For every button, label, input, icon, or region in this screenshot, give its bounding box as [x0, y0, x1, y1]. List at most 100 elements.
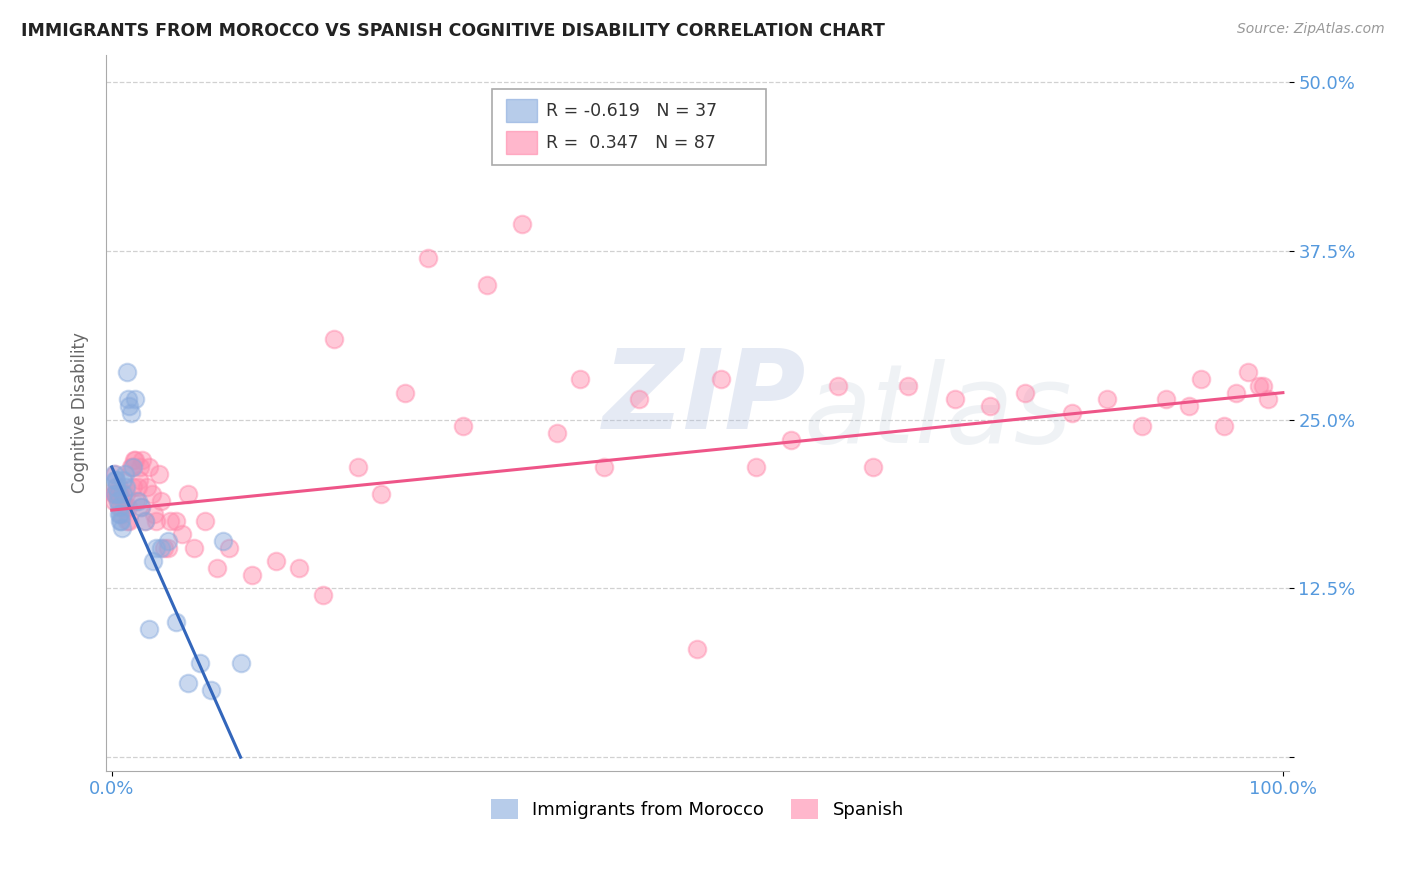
Point: [134, 514, 156, 528]
Point: [1154, 392, 1177, 407]
Text: R = -0.619   N = 37: R = -0.619 N = 37: [546, 102, 717, 120]
Point: [149, 493, 172, 508]
Point: [110, 500, 132, 515]
Text: atlas: atlas: [804, 359, 1073, 467]
Point: [897, 379, 920, 393]
Point: [114, 480, 136, 494]
Point: [394, 385, 416, 400]
Point: [108, 507, 131, 521]
Point: [104, 480, 127, 494]
Point: [780, 433, 803, 447]
Point: [110, 514, 132, 528]
Point: [117, 500, 139, 515]
Point: [135, 480, 157, 494]
Y-axis label: Cognitive Disability: Cognitive Disability: [72, 333, 89, 493]
Point: [1236, 366, 1258, 380]
Point: [827, 379, 849, 393]
Point: [107, 487, 129, 501]
Text: IMMIGRANTS FROM MOROCCO VS SPANISH COGNITIVE DISABILITY CORRELATION CHART: IMMIGRANTS FROM MOROCCO VS SPANISH COGNI…: [21, 22, 884, 40]
Point: [627, 392, 650, 407]
Point: [1257, 392, 1279, 407]
Point: [1130, 419, 1153, 434]
Point: [103, 467, 125, 481]
Point: [118, 399, 141, 413]
Point: [121, 480, 143, 494]
Point: [128, 474, 150, 488]
Point: [104, 487, 127, 501]
Point: [1189, 372, 1212, 386]
Point: [131, 453, 153, 467]
Point: [105, 487, 128, 501]
Point: [124, 453, 146, 467]
Point: [177, 487, 200, 501]
Point: [183, 541, 205, 555]
Point: [108, 514, 131, 528]
Point: [108, 480, 131, 494]
Point: [188, 656, 211, 670]
Point: [510, 217, 533, 231]
Text: ZIP: ZIP: [603, 345, 806, 452]
Point: [159, 514, 181, 528]
Point: [943, 392, 966, 407]
Point: [177, 676, 200, 690]
Point: [107, 493, 129, 508]
Point: [156, 534, 179, 549]
Point: [141, 487, 163, 501]
Point: [149, 541, 172, 555]
Point: [416, 251, 439, 265]
Point: [745, 459, 768, 474]
Point: [145, 541, 167, 555]
Point: [104, 487, 127, 501]
Point: [240, 568, 263, 582]
Point: [111, 521, 134, 535]
Point: [346, 459, 368, 474]
Point: [121, 459, 143, 474]
Point: [205, 561, 228, 575]
Point: [124, 392, 146, 407]
Point: [127, 480, 149, 494]
Point: [107, 493, 129, 508]
Point: [165, 615, 187, 630]
Point: [288, 561, 311, 575]
Point: [451, 419, 474, 434]
Point: [107, 487, 129, 501]
Point: [979, 399, 1001, 413]
Point: [122, 453, 145, 467]
Point: [710, 372, 733, 386]
Point: [862, 459, 884, 474]
Point: [129, 500, 152, 515]
Point: [142, 554, 165, 568]
Point: [128, 459, 150, 474]
Point: [546, 426, 568, 441]
Point: [117, 392, 139, 407]
Point: [592, 459, 614, 474]
Point: [153, 541, 176, 555]
Point: [120, 459, 142, 474]
Point: [156, 541, 179, 555]
Point: [127, 493, 149, 508]
Legend: Immigrants from Morocco, Spanish: Immigrants from Morocco, Spanish: [484, 792, 911, 826]
Point: [107, 500, 129, 515]
Point: [115, 514, 138, 528]
Point: [218, 541, 240, 555]
Point: [103, 493, 125, 508]
Point: [569, 372, 592, 386]
Point: [103, 487, 125, 501]
Point: [475, 277, 498, 292]
Point: [1251, 379, 1274, 393]
Point: [1225, 385, 1247, 400]
Point: [686, 642, 709, 657]
Point: [107, 487, 129, 501]
Point: [264, 554, 287, 568]
Point: [194, 514, 217, 528]
Point: [145, 514, 167, 528]
Point: [323, 332, 346, 346]
Point: [1178, 399, 1201, 413]
Point: [104, 474, 127, 488]
Point: [212, 534, 235, 549]
Text: R =  0.347   N = 87: R = 0.347 N = 87: [546, 134, 716, 152]
Point: [229, 656, 252, 670]
Point: [114, 467, 136, 481]
Point: [1097, 392, 1119, 407]
Point: [165, 514, 187, 528]
